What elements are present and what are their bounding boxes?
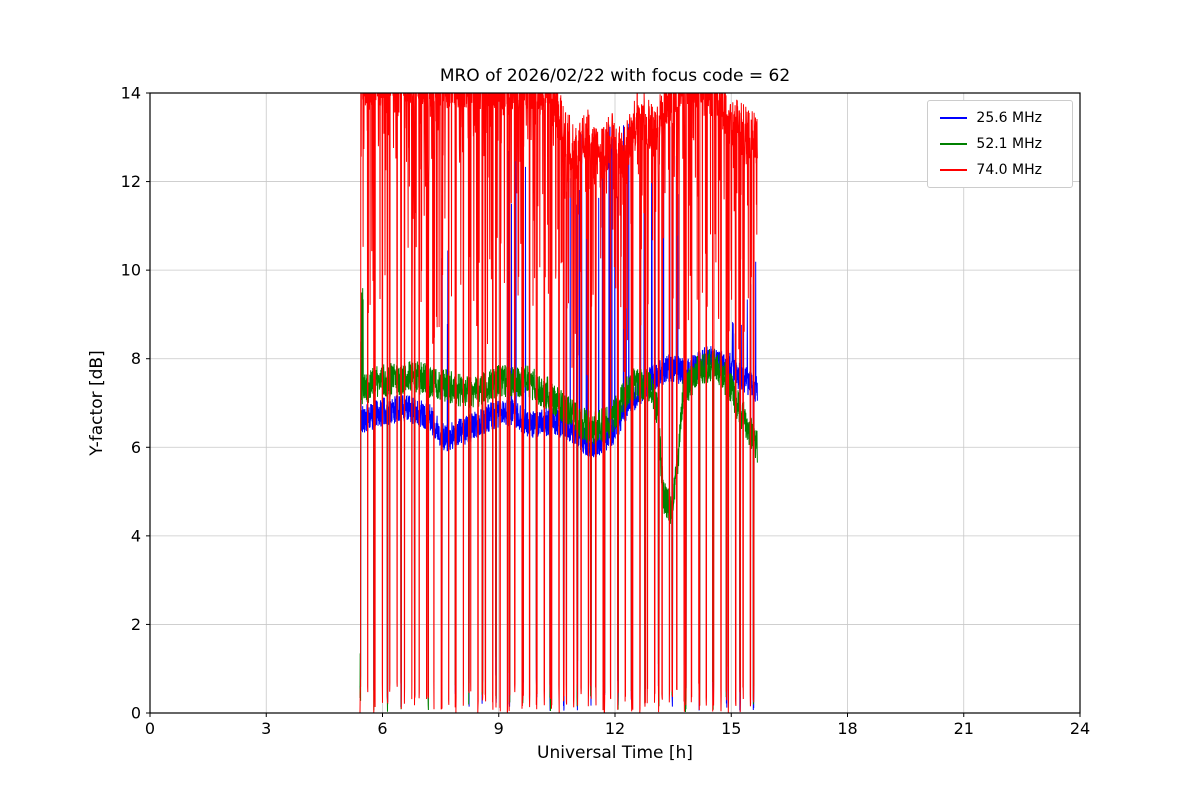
legend-line-swatch	[940, 143, 968, 145]
legend-label: 25.6 MHz	[976, 110, 1042, 126]
y-tick-label: 12	[121, 172, 141, 191]
legend-item: 74.0 MHz	[940, 163, 1042, 177]
legend-label: 74.0 MHz	[976, 162, 1042, 178]
y-tick-label: 14	[121, 84, 141, 103]
y-tick-label: 0	[131, 704, 141, 723]
x-axis-label: Universal Time [h]	[537, 743, 693, 763]
legend-item: 25.6 MHz	[940, 111, 1042, 125]
legend: 25.6 MHz 52.1 MHz 74.0 MHz	[927, 100, 1073, 188]
x-tick-label: 24	[1070, 719, 1090, 738]
legend-line-swatch	[940, 117, 968, 119]
x-tick-label: 12	[605, 719, 625, 738]
legend-line-swatch	[940, 169, 968, 171]
x-tick-label: 21	[954, 719, 974, 738]
y-tick-label: 4	[131, 526, 141, 545]
series-line-74-0-MHz	[359, 93, 758, 713]
y-tick-label: 10	[121, 261, 141, 280]
x-tick-label: 3	[261, 719, 271, 738]
x-tick-label: 6	[377, 719, 387, 738]
y-tick-label: 6	[131, 438, 141, 457]
y-tick-label: 8	[131, 349, 141, 368]
y-tick-label: 2	[131, 615, 141, 634]
x-tick-label: 9	[494, 719, 504, 738]
series-group	[359, 93, 758, 713]
x-tick-label: 0	[145, 719, 155, 738]
legend-label: 52.1 MHz	[976, 136, 1042, 152]
chart-title: MRO of 2026/02/22 with focus code = 62	[439, 66, 791, 86]
x-tick-label: 15	[721, 719, 741, 738]
x-tick-label: 18	[837, 719, 857, 738]
y-axis-label: Y-factor [dB]	[87, 350, 107, 456]
legend-item: 52.1 MHz	[940, 137, 1042, 151]
